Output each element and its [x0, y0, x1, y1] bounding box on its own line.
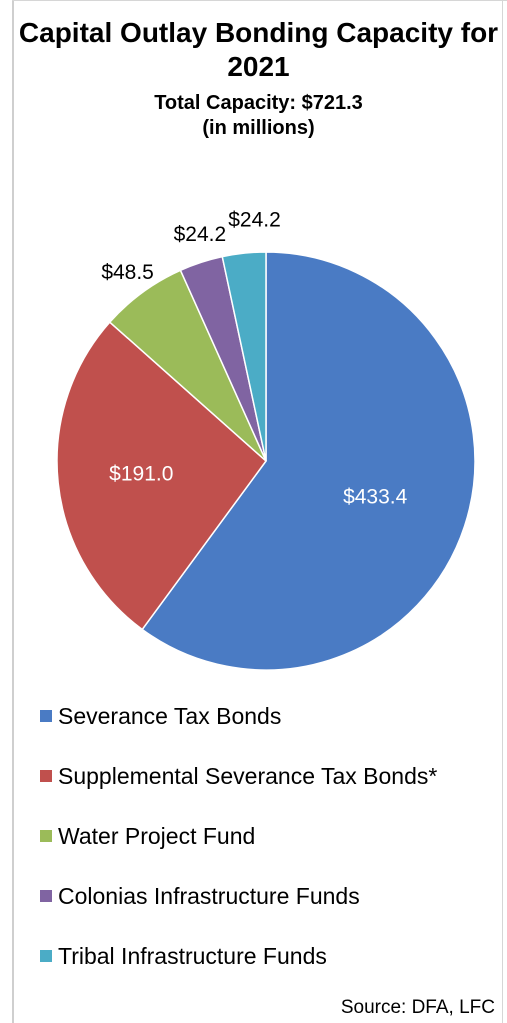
legend-label: Tribal Infrastructure Funds: [58, 943, 327, 969]
left-frame-border: [0, 0, 14, 1023]
legend-label: Water Project Fund: [58, 823, 256, 849]
data-label-colonias-infrastructure-funds: $24.2: [174, 223, 227, 246]
data-label-severance-tax-bonds: $433.4: [343, 485, 408, 508]
legend-swatch: [40, 830, 52, 842]
legend-label: Colonias Infrastructure Funds: [58, 883, 360, 909]
chart-subtitle-line-1: Total Capacity: $721.3: [154, 92, 363, 114]
legend-swatch: [40, 770, 52, 782]
top-frame-border: [12, 0, 507, 1]
legend-swatch: [40, 950, 52, 962]
chart-subtitle-line-2: (in millions): [202, 117, 315, 139]
chart-subtitle: Total Capacity: $721.3 (in millions): [14, 91, 503, 141]
data-label-supplemental-severance-tax-bonds: $191.0: [109, 463, 173, 486]
legend-swatch: [40, 890, 52, 902]
pie-slice-supplemental-severance-tax-bonds: [56, 321, 268, 631]
pie-slices: [56, 251, 476, 671]
legend-label: Severance Tax Bonds: [58, 703, 282, 729]
pie-slice-tribal-infrastructure-funds: [221, 251, 267, 462]
chart-title: Capital Outlay Bonding Capacity for 2021: [18, 17, 499, 82]
legend-swatch: [40, 710, 52, 722]
source-note: Source: DFA, LFC: [340, 997, 495, 1018]
right-frame-border: [502, 0, 507, 1023]
pie-slice-severance-tax-bonds: [141, 251, 476, 671]
pie-chart: $433.4 $191.0 $48.5 $24.2$24.2: [56, 208, 476, 671]
data-label-tribal-infrastructure-funds: $24.2: [228, 208, 281, 231]
data-label-water-project-fund: $48.5: [101, 261, 154, 284]
pie-labels: $433.4 $191.0 $48.5 $24.2$24.2: [101, 208, 407, 508]
legend-label: Supplemental Severance Tax Bonds*: [58, 763, 438, 789]
